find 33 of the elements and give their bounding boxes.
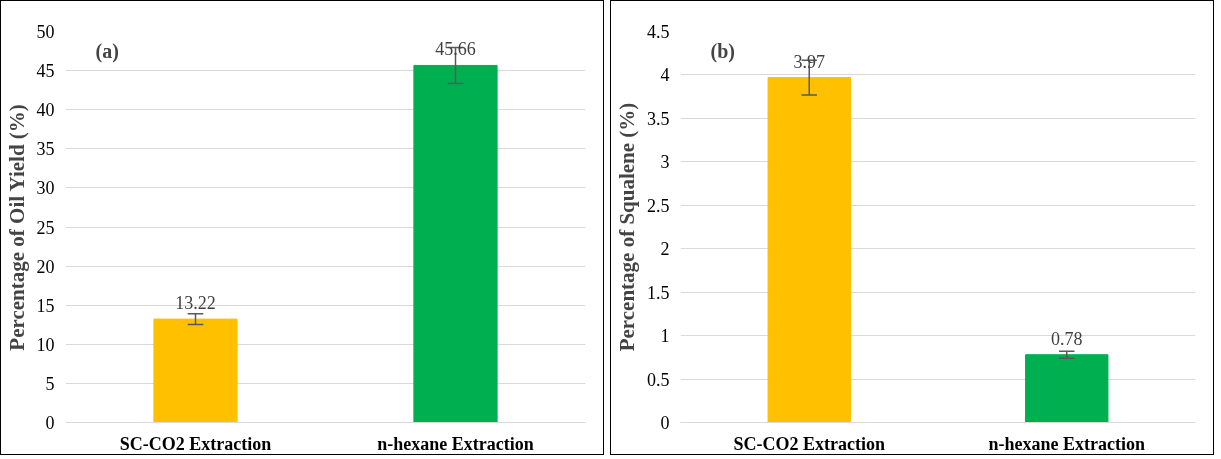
y-tick-label: 2.5 [647, 195, 670, 216]
y-tick-label: 20 [36, 256, 55, 277]
y-tick-label: 4 [660, 65, 670, 86]
x-tick-label: SC-CO2 Extraction [733, 433, 886, 454]
y-tick-label: 40 [36, 100, 55, 121]
data-label: 3.97 [793, 51, 825, 72]
y-axis-title: Percentage of Squalene (%) [615, 102, 639, 352]
y-tick-label: 45 [36, 61, 55, 82]
y-tick-label: 4.5 [647, 22, 670, 42]
annotation: (b) [710, 39, 735, 63]
y-tick-label: 3 [660, 152, 670, 173]
y-tick-label: 1 [660, 326, 670, 347]
y-tick-label: 5 [45, 373, 55, 394]
data-label: 13.22 [175, 293, 216, 314]
y-tick-label: 0.5 [647, 369, 670, 390]
y-tick-label: 25 [36, 217, 55, 238]
y-tick-label: 1.5 [647, 282, 670, 303]
y-axis-title: Percentage of Oil Yield (%) [4, 104, 29, 351]
y-tick-label: 10 [36, 334, 55, 355]
x-tick-label: n-hexane Extraction [988, 433, 1146, 454]
y-tick-label: 0 [45, 413, 55, 433]
y-tick-label: 2 [660, 239, 670, 260]
data-label: 45.66 [435, 39, 476, 60]
x-tick-label: n-hexane Extraction [377, 433, 534, 454]
y-tick-label: 30 [36, 178, 55, 199]
annotation: (a) [95, 39, 119, 63]
data-label: 0.78 [1051, 328, 1083, 349]
y-tick-label: 0 [660, 413, 670, 433]
y-tick-label: 50 [36, 22, 55, 42]
x-tick-label: SC-CO2 Extraction [119, 433, 272, 454]
y-tick-label: 3.5 [647, 108, 670, 129]
y-tick-label: 15 [36, 295, 55, 316]
y-tick-label: 35 [36, 139, 55, 160]
